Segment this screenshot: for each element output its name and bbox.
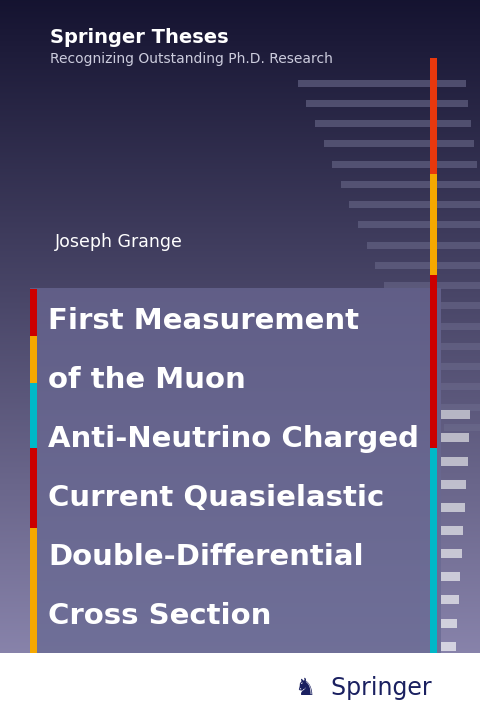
Bar — [0, 653, 480, 723]
Bar — [276, 526, 463, 535]
Text: Current Quasielastic: Current Quasielastic — [48, 484, 384, 512]
Bar — [334, 711, 452, 720]
Bar — [312, 642, 456, 651]
Bar — [375, 262, 480, 269]
Bar — [30, 448, 37, 528]
Text: Joseph Grange: Joseph Grange — [55, 234, 183, 251]
Bar — [269, 503, 465, 512]
Bar — [319, 665, 455, 674]
Bar — [283, 549, 462, 558]
Bar — [315, 120, 471, 127]
Bar — [30, 528, 37, 672]
Bar — [349, 201, 480, 208]
Bar — [427, 383, 480, 390]
Bar — [384, 282, 480, 289]
Text: First Measurement: First Measurement — [48, 307, 359, 335]
Bar — [324, 140, 474, 147]
Bar — [30, 289, 37, 336]
Bar — [430, 58, 437, 174]
Bar — [326, 688, 453, 697]
Bar — [290, 573, 460, 581]
Bar — [430, 275, 437, 448]
Bar — [298, 80, 466, 87]
Bar — [298, 596, 459, 604]
Text: Cross Section: Cross Section — [48, 602, 271, 630]
Bar — [444, 424, 480, 431]
Bar — [419, 363, 480, 370]
Bar — [410, 343, 480, 350]
Bar — [306, 100, 468, 107]
Text: Anti-Neutrino Charged: Anti-Neutrino Charged — [48, 425, 419, 453]
Bar — [367, 241, 480, 249]
Bar — [332, 161, 477, 168]
Text: Recognizing Outstanding Ph.D. Research: Recognizing Outstanding Ph.D. Research — [50, 52, 333, 66]
Bar — [393, 302, 480, 309]
Bar — [430, 448, 437, 672]
Text: of the Muon: of the Muon — [48, 366, 246, 394]
Bar — [358, 221, 480, 228]
Bar — [240, 411, 470, 419]
Bar — [30, 383, 37, 448]
Text: Double-Differential: Double-Differential — [48, 543, 364, 571]
Bar — [254, 457, 468, 466]
Bar — [430, 174, 437, 275]
Bar — [305, 619, 457, 628]
Bar — [30, 336, 37, 383]
Bar — [436, 403, 480, 411]
Text: Springer Theses: Springer Theses — [50, 28, 228, 47]
Bar — [341, 181, 480, 188]
Bar — [401, 322, 480, 330]
Bar — [262, 480, 466, 489]
Bar — [247, 434, 469, 442]
Text: ♞  Springer: ♞ Springer — [295, 676, 432, 700]
